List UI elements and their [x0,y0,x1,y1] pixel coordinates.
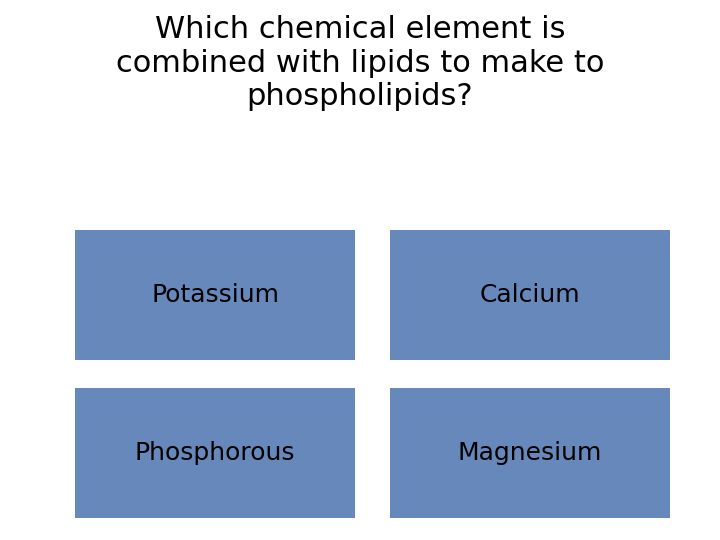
FancyBboxPatch shape [75,388,355,518]
FancyBboxPatch shape [75,230,355,360]
FancyBboxPatch shape [390,230,670,360]
FancyBboxPatch shape [390,388,670,518]
Text: Calcium: Calcium [480,283,580,307]
Text: Magnesium: Magnesium [458,441,602,465]
Text: Which chemical element is
combined with lipids to make to
phospholipids?: Which chemical element is combined with … [116,15,604,111]
Text: Phosphorous: Phosphorous [135,441,295,465]
Text: Potassium: Potassium [151,283,279,307]
